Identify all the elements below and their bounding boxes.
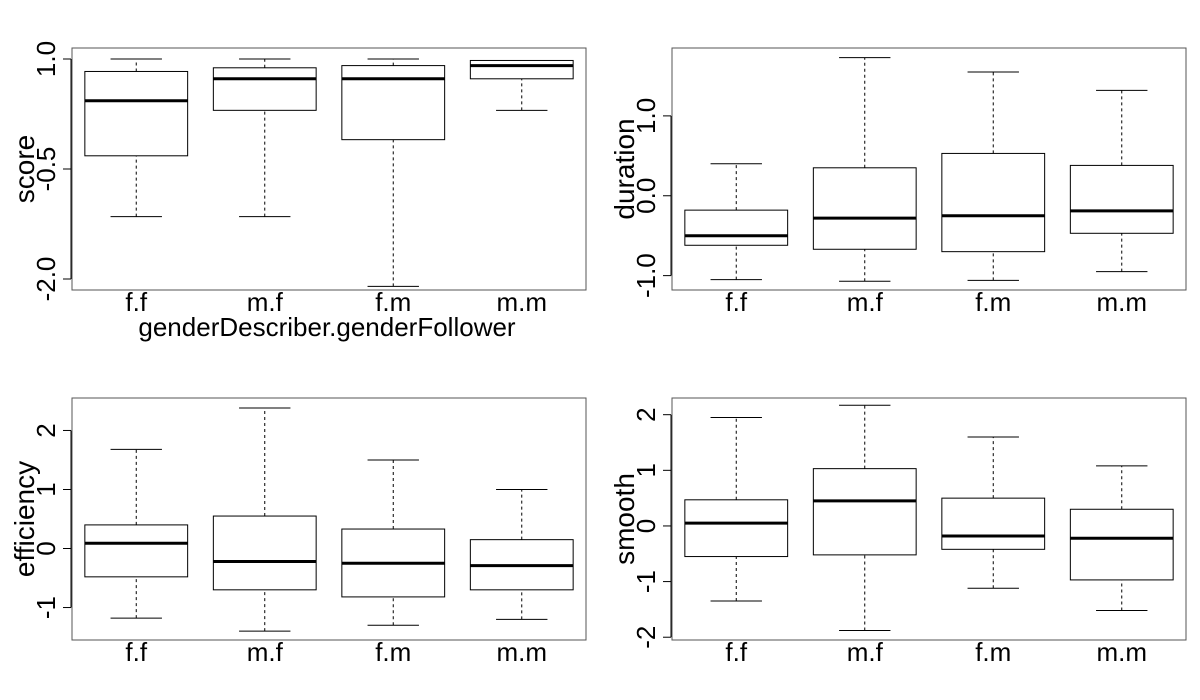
plot-frame [671,47,1187,291]
box-f.f [84,58,189,218]
box-f.m [941,436,1046,589]
box-m.f [812,404,917,632]
y-tick-label: -1 [631,570,661,593]
iqr-box [941,497,1046,550]
y-tick-label: -1 [31,596,61,619]
iqr-box [212,515,317,591]
y-tick-label: 1.0 [631,98,661,134]
plot-frame [671,397,1187,641]
iqr-box [1069,164,1174,234]
y-tick-label: 0.0 [631,178,661,214]
x-tick-label: f.f [125,637,147,667]
x-tick-label: f.m [375,637,411,667]
iqr-box [1069,508,1174,581]
x-tick-label: m.f [247,637,284,667]
y-tick-label: -0.5 [31,147,61,192]
efficiency-panel: -1 0 1 2 efficiency f.f m.f f.m m.m [9,397,587,667]
box-f.f [684,163,789,281]
iqr-box [684,209,789,246]
y-tick-label: 2 [31,423,61,437]
box-f.f [684,416,789,602]
x-tick-label: f.m [375,287,411,317]
box-f.m [341,58,446,287]
x-tick-label: m.m [496,287,547,317]
box-m.f [212,58,317,218]
x-tick-label: m.m [1096,287,1147,317]
y-axis-label: smooth [609,473,640,565]
plot-frame [71,47,587,291]
y-tick-label: 1.0 [31,41,61,77]
iqr-box [84,70,189,157]
iqr-box [212,67,317,111]
box-f.m [941,71,1046,281]
iqr-box [812,167,917,250]
iqr-box [84,524,189,578]
y-tick-label: 1 [631,463,661,477]
plot-frame [71,397,587,641]
y-tick-label: 0 [31,541,61,555]
box-m.f [212,407,317,632]
y-axis-label: efficiency [9,461,40,577]
y-tick-label: 1 [31,482,61,496]
box-f.f [84,448,189,619]
x-tick-label: f.f [725,637,747,667]
iqr-box [684,499,789,558]
iqr-box [341,65,446,141]
y-tick-label: -1.0 [631,253,661,298]
iqr-box [469,59,574,80]
smooth-panel: -2 -1 0 1 2 smooth f.f m.f f.m m.m [609,397,1187,667]
x-tick-label: m.m [1096,637,1147,667]
y-tick-label: 2 [631,407,661,421]
box-m.m [469,488,574,620]
x-tick-label: m.f [847,637,884,667]
box-m.m [1069,89,1174,273]
iqr-box [941,152,1046,253]
box-m.m [469,59,574,111]
box-f.m [341,459,446,626]
x-tick-label: m.f [247,287,284,317]
y-axis-label: score [9,135,40,203]
y-tick-label: 0 [631,519,661,533]
x-tick-label: f.m [975,637,1011,667]
y-tick-label: -2 [631,626,661,649]
y-axis-label: duration [609,118,640,219]
x-tick-label: f.m [975,287,1011,317]
x-tick-label: f.f [125,287,147,317]
score-panel: -2.0 -0.5 1.0 score f.f m.f f.m m.mgenderDescri… [9,41,587,342]
box-m.f [812,57,917,282]
x-axis-label: genderDescriber.genderFollower [138,312,516,342]
iqr-box [812,468,917,556]
y-tick-label: -2.0 [31,257,61,302]
box-m.m [1069,465,1174,612]
x-tick-label: m.f [847,287,884,317]
x-tick-label: m.m [496,637,547,667]
x-tick-label: f.f [725,287,747,317]
